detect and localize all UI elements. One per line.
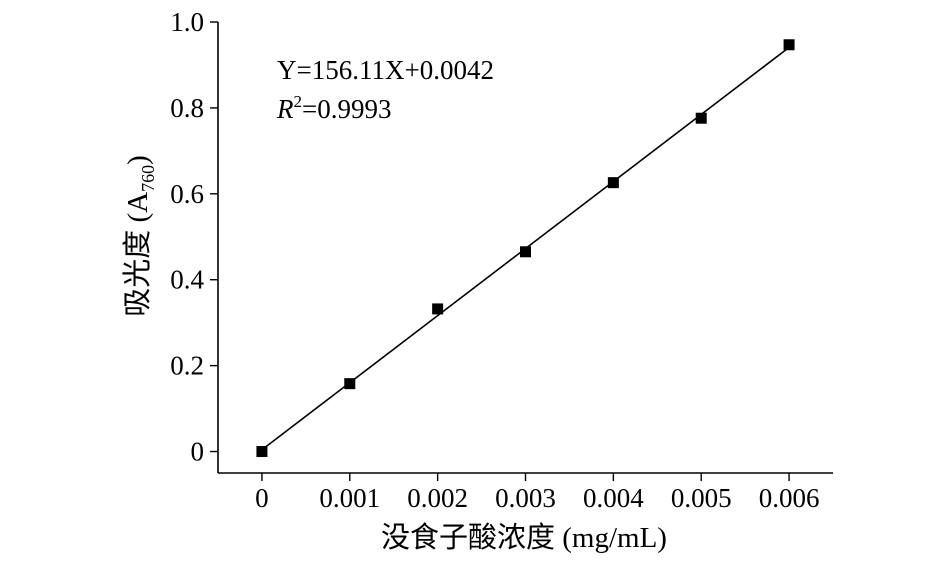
r-squared-superscript: 2 (294, 92, 303, 111)
data-point (695, 112, 707, 124)
x-tick-label: 0.001 (319, 483, 380, 513)
data-point (432, 303, 444, 315)
r-squared-value: =0.9993 (302, 94, 391, 124)
x-axis-title: 没食子酸浓度 (mg/mL) (381, 521, 667, 554)
regression-equation: Y=156.11X+0.0042 (277, 55, 494, 85)
r-squared-annotation: R2=0.9993 (276, 92, 391, 124)
data-point (256, 446, 268, 458)
y-axis-title: 吸光度 (A760) (121, 155, 158, 317)
x-tick-label: 0.002 (407, 483, 468, 513)
data-point (783, 39, 795, 51)
x-tick-label: 0.004 (583, 483, 644, 513)
x-tick-label: 0 (255, 483, 269, 513)
y-tick-label: 1.0 (170, 7, 204, 37)
data-point (520, 246, 531, 258)
y-tick-label: 0.2 (170, 351, 204, 381)
x-tick-label: 0.006 (759, 483, 820, 513)
y-tick-label: 0 (191, 437, 205, 467)
ticks: 0 0.001 0.002 0.003 0.004 0.005 0.006 0 0.2 0.4 0.… (170, 7, 819, 513)
y-tick-label: 0.6 (170, 179, 204, 209)
r-squared-symbol: R (276, 94, 294, 124)
data-point (344, 378, 356, 390)
y-tick-label: 0.8 (170, 93, 204, 123)
y-tick-label: 0.4 (170, 265, 204, 295)
data-point (607, 177, 619, 189)
y-axis-title-subscript: 760 (138, 165, 158, 192)
data-points (256, 39, 795, 458)
x-tick-label: 0.003 (495, 483, 556, 513)
x-tick-label: 0.005 (671, 483, 732, 513)
y-axis-title-main: 吸光度 (A (121, 192, 154, 317)
y-axis-title-close: ) (122, 155, 154, 165)
